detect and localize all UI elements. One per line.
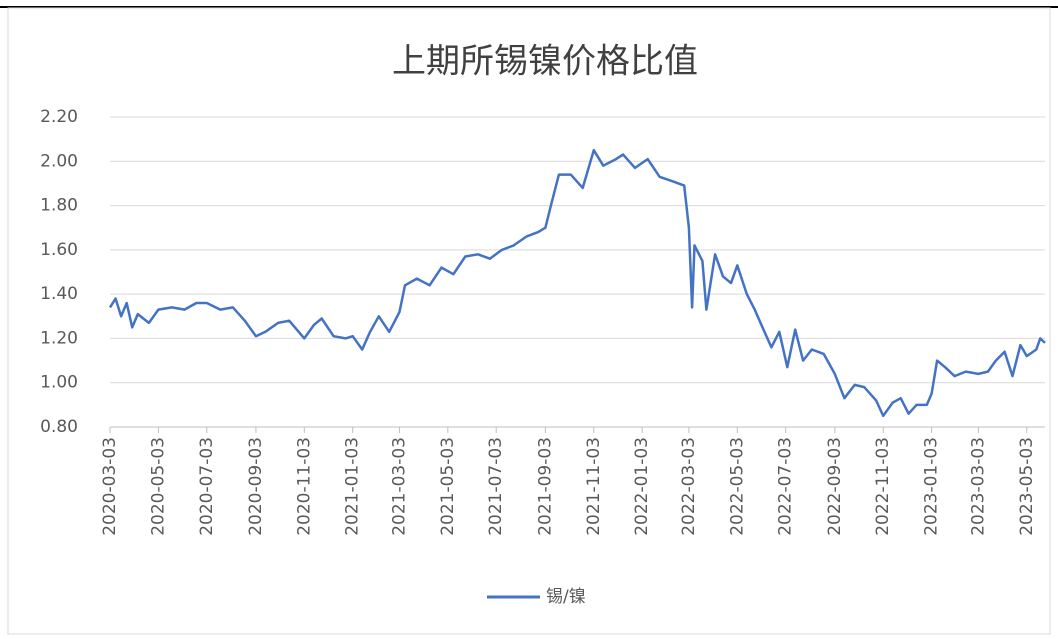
- x-tick-label: 2021-05-03: [438, 437, 458, 536]
- line: [108, 148, 1046, 418]
- y-tick-label: 1.00: [40, 373, 78, 393]
- x-tick-label: 2020-11-03: [294, 437, 314, 536]
- x-tick-label: 2023-01-03: [922, 437, 942, 536]
- x-tick-label: 2021-11-03: [584, 437, 604, 536]
- x-tick-label: 2022-05-03: [727, 437, 747, 536]
- x-tick-label: 2020-05-03: [148, 437, 168, 536]
- x-tick-label: 2023-03-03: [968, 437, 988, 536]
- y-tick-label: 1.60: [40, 240, 78, 260]
- y-tick-label: 2.00: [40, 151, 78, 171]
- legend-label: 锡/镍: [546, 587, 586, 607]
- x-tick-label: 2020-09-03: [246, 437, 266, 536]
- x-tick-label: 2022-07-03: [776, 437, 796, 536]
- x-tick-label: 2021-07-03: [486, 437, 506, 536]
- x-tick-label: 2022-03-03: [679, 437, 699, 536]
- x-tick-label: 2022-01-03: [632, 437, 652, 536]
- y-tick-label: 2.20: [40, 107, 78, 127]
- x-tick-label: 2021-09-03: [535, 437, 555, 536]
- chart-title: 上期所锡镍价格比值: [392, 42, 698, 82]
- x-tick-label: 2022-09-03: [825, 437, 845, 536]
- x-tick-label: 2022-11-03: [873, 437, 893, 536]
- x-tick-label: 2020-03-03: [100, 437, 120, 536]
- y-tick-label: 1.40: [40, 284, 78, 304]
- x-tick-label: 2021-03-03: [389, 437, 409, 536]
- x-tick-label: 2021-01-03: [343, 437, 363, 536]
- y-tick-label: 1.20: [40, 328, 78, 348]
- chart-border: [7, 7, 1051, 635]
- x-tick-label: 2020-07-03: [197, 437, 217, 536]
- y-tick-label: 1.80: [40, 196, 78, 216]
- x-tick-label: 2023-05-03: [1017, 437, 1037, 536]
- y-tick-label: 0.80: [40, 417, 78, 437]
